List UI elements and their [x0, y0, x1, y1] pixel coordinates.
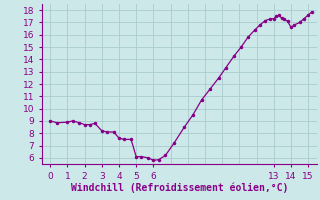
- X-axis label: Windchill (Refroidissement éolien,°C): Windchill (Refroidissement éolien,°C): [70, 182, 288, 193]
